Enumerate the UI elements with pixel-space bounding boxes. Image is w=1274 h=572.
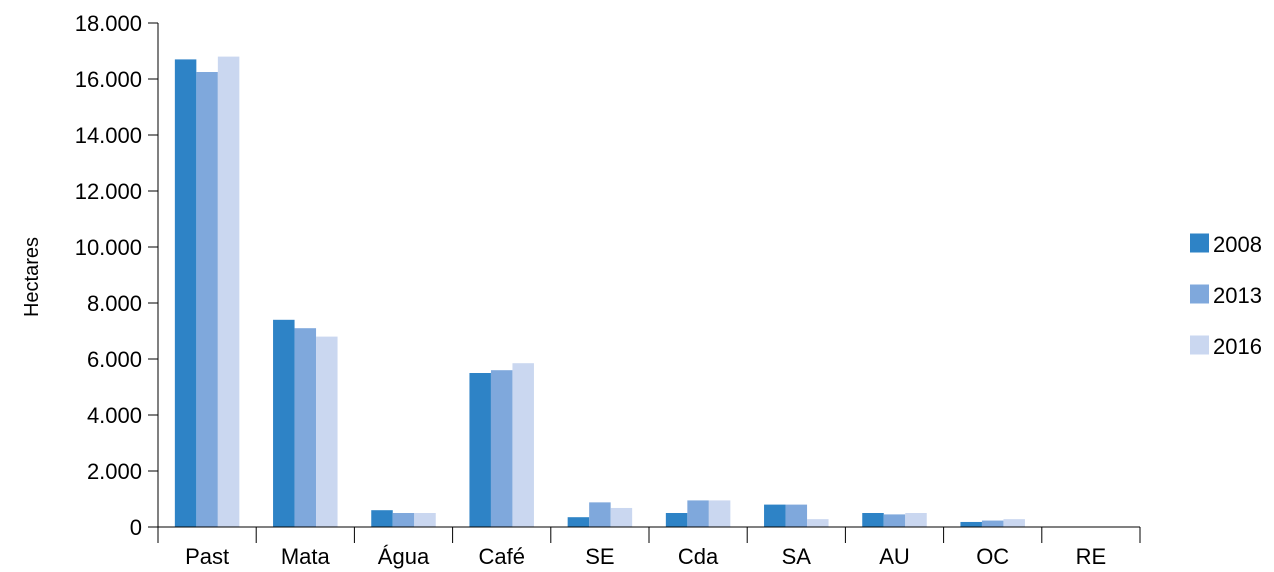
y-ticks-group: 0 2.000 4.000 6.000 8.000 10.000 12.000 14.000 1… (75, 11, 158, 540)
bar-2016-SA (807, 519, 829, 527)
bar-2016-SE (610, 507, 633, 527)
x-tick-label: SE (585, 544, 614, 569)
bar-2008-OC (960, 521, 982, 527)
bar-2016-AU (905, 513, 927, 527)
x-ticks-group: Past Mata Água Café SE Cda SA AU OC RE (157, 527, 1141, 569)
x-tick-label: RE (1076, 544, 1107, 569)
y-tick-label: 16.000 (75, 67, 142, 92)
bar-2016-Mata (316, 336, 338, 527)
x-tick-label: Água (378, 544, 430, 569)
bar-2008-AU (862, 513, 884, 527)
y-tick-label: 4.000 (87, 403, 142, 428)
bar-2013-AU (883, 514, 906, 527)
bar-2008-SA (764, 504, 786, 527)
y-tick-label: 18.000 (75, 11, 142, 36)
bar-2016-Água (414, 513, 436, 527)
y-tick-label: 14.000 (75, 123, 142, 148)
bar-2008-SE (567, 517, 590, 527)
legend-label: 2013 (1213, 283, 1262, 308)
bar-2013-Past (196, 72, 218, 527)
x-tick-label: Cda (678, 544, 719, 569)
bar-2013-Água (392, 513, 415, 527)
bar-2008-Mata (273, 319, 295, 527)
x-tick-label: SA (782, 544, 812, 569)
legend-label: 2008 (1213, 232, 1262, 257)
y-axis-title: Hectares (21, 237, 43, 317)
bar-2016-OC (1003, 519, 1025, 527)
bar-2013-SE (589, 502, 611, 527)
bars-group (174, 56, 1025, 528)
bar-2016-Cda (708, 500, 731, 527)
y-tick-label: 2.000 (87, 459, 142, 484)
x-tick-label: Past (185, 544, 229, 569)
x-tick-label: Mata (281, 544, 331, 569)
bar-2013-Cda (687, 500, 709, 527)
legend: 2008 2013 2016 (1190, 232, 1262, 359)
bar-2013-SA (785, 504, 808, 527)
legend-swatch-2013 (1190, 284, 1209, 304)
x-tick-label: AU (879, 544, 910, 569)
x-tick-label: OC (976, 544, 1009, 569)
bar-2016-Café (512, 363, 534, 527)
bar-2013-Mata (294, 328, 317, 527)
x-tick-label: Café (478, 544, 524, 569)
y-tick-label: 6.000 (87, 347, 142, 372)
y-tick-label: 12.000 (75, 179, 142, 204)
bar-2016-Past (217, 56, 240, 527)
bar-2008-Past (174, 59, 197, 528)
bar-2008-Cda (665, 513, 688, 527)
bar-2008-Água (371, 510, 393, 527)
legend-label: 2016 (1213, 334, 1262, 359)
legend-swatch-2016 (1190, 335, 1209, 355)
legend-swatch-2008 (1190, 233, 1209, 253)
y-tick-label: 10.000 (75, 235, 142, 260)
bar-2013-OC (981, 520, 1004, 527)
bar-2008-Café (469, 373, 491, 527)
y-tick-label: 0 (130, 515, 142, 540)
y-tick-label: 8.000 (87, 291, 142, 316)
bar-2013-Café (490, 370, 513, 527)
